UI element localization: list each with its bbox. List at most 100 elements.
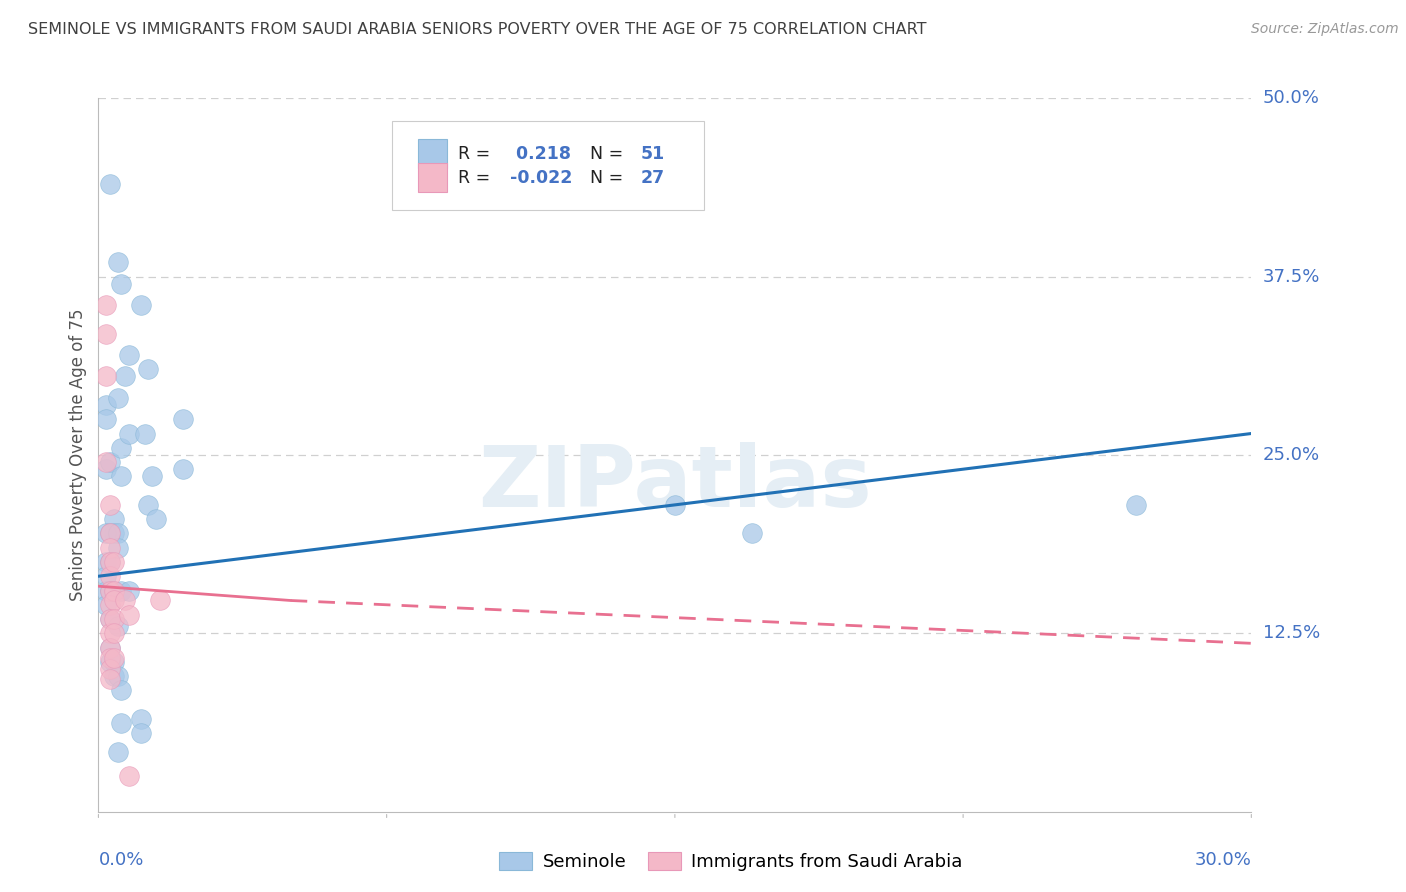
Text: R =: R =	[458, 169, 496, 186]
Text: N =: N =	[579, 169, 628, 186]
Point	[98, 662, 121, 676]
Point	[98, 672, 121, 686]
Point	[110, 469, 132, 483]
Point	[98, 526, 121, 541]
Point	[98, 583, 121, 598]
Point	[94, 526, 117, 541]
Point	[103, 626, 125, 640]
Point	[98, 455, 121, 469]
Point	[110, 583, 132, 598]
Text: ZIPatlas: ZIPatlas	[478, 442, 872, 525]
Point	[114, 593, 136, 607]
Point	[103, 555, 125, 569]
Point	[98, 612, 121, 626]
Point	[107, 541, 129, 555]
Point	[94, 412, 117, 426]
Point	[107, 619, 129, 633]
Point	[107, 255, 129, 269]
Text: N =: N =	[579, 145, 628, 162]
Point	[129, 726, 152, 740]
Point	[107, 391, 129, 405]
Point	[103, 650, 125, 665]
Text: 0.0%: 0.0%	[98, 851, 143, 869]
Text: 37.5%: 37.5%	[1263, 268, 1320, 285]
Point	[103, 583, 125, 598]
Point	[103, 655, 125, 669]
Text: 0.218: 0.218	[510, 145, 571, 162]
Point	[741, 526, 763, 541]
Point	[1125, 498, 1147, 512]
Point	[98, 583, 121, 598]
Point	[129, 712, 152, 726]
Point	[114, 369, 136, 384]
Point	[141, 469, 163, 483]
Point	[118, 348, 141, 362]
Point	[138, 498, 160, 512]
Point	[98, 569, 121, 583]
Point	[94, 398, 117, 412]
Point	[98, 541, 121, 555]
Point	[98, 640, 121, 655]
Text: 27: 27	[640, 169, 665, 186]
Point	[103, 669, 125, 683]
Text: SEMINOLE VS IMMIGRANTS FROM SAUDI ARABIA SENIORS POVERTY OVER THE AGE OF 75 CORR: SEMINOLE VS IMMIGRANTS FROM SAUDI ARABIA…	[28, 22, 927, 37]
FancyBboxPatch shape	[418, 163, 447, 192]
Point	[98, 555, 121, 569]
Point	[118, 583, 141, 598]
Point	[110, 441, 132, 455]
Point	[664, 498, 686, 512]
Point	[94, 583, 117, 598]
Point	[129, 298, 152, 312]
Text: Source: ZipAtlas.com: Source: ZipAtlas.com	[1251, 22, 1399, 37]
Point	[94, 455, 117, 469]
Text: R =: R =	[458, 145, 496, 162]
FancyBboxPatch shape	[418, 139, 447, 168]
Point	[110, 683, 132, 698]
Text: 50.0%: 50.0%	[1263, 89, 1320, 107]
Legend: Seminole, Immigrants from Saudi Arabia: Seminole, Immigrants from Saudi Arabia	[492, 845, 970, 879]
Point	[110, 716, 132, 731]
Point	[94, 462, 117, 476]
Point	[98, 555, 121, 569]
Point	[118, 607, 141, 622]
Point	[98, 655, 121, 669]
Point	[98, 650, 121, 665]
Point	[118, 769, 141, 783]
Point	[103, 583, 125, 598]
Point	[98, 498, 121, 512]
Text: -0.022: -0.022	[510, 169, 572, 186]
Point	[98, 177, 121, 191]
Point	[94, 326, 117, 341]
Point	[98, 612, 121, 626]
Point	[94, 298, 117, 312]
Text: 12.5%: 12.5%	[1263, 624, 1320, 642]
Point	[103, 593, 125, 607]
Point	[149, 593, 172, 607]
Point	[98, 598, 121, 612]
Point	[94, 369, 117, 384]
Point	[172, 412, 194, 426]
Point	[172, 462, 194, 476]
Point	[98, 526, 121, 541]
Point	[107, 526, 129, 541]
Text: 25.0%: 25.0%	[1263, 446, 1320, 464]
Point	[134, 426, 156, 441]
Text: 51: 51	[640, 145, 665, 162]
Point	[94, 598, 117, 612]
Text: 30.0%: 30.0%	[1195, 851, 1251, 869]
Point	[94, 569, 117, 583]
Point	[110, 277, 132, 291]
Point	[145, 512, 167, 526]
Point	[118, 426, 141, 441]
Point	[103, 612, 125, 626]
Point	[94, 555, 117, 569]
Point	[98, 626, 121, 640]
Point	[103, 526, 125, 541]
Point	[107, 745, 129, 759]
Point	[107, 669, 129, 683]
Point	[98, 640, 121, 655]
Point	[138, 362, 160, 376]
FancyBboxPatch shape	[392, 121, 704, 211]
Y-axis label: Seniors Poverty Over the Age of 75: Seniors Poverty Over the Age of 75	[69, 309, 87, 601]
Point	[103, 512, 125, 526]
